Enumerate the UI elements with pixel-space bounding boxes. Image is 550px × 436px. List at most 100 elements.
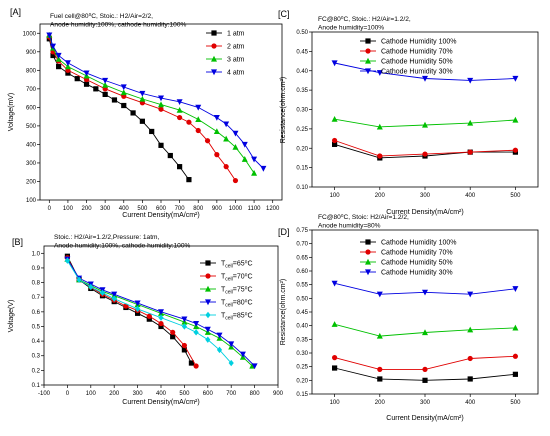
data-point bbox=[55, 56, 62, 62]
legend-marker bbox=[365, 269, 371, 276]
legend-label: Cathode Humidity 100% bbox=[381, 39, 457, 46]
y-tick-label: 0.20 bbox=[296, 146, 308, 152]
annotation-text: FC@80⁰C, Stoic: H2/Air=1.2/2, bbox=[318, 213, 409, 221]
y-tick-label: 300 bbox=[26, 161, 37, 167]
data-point bbox=[223, 135, 230, 142]
y-axis-title: Resistance(ohm.cm²) bbox=[280, 279, 287, 346]
data-point bbox=[422, 329, 428, 336]
data-point bbox=[158, 323, 164, 330]
data-point bbox=[331, 321, 338, 327]
data-point bbox=[56, 64, 62, 70]
y-tick-label: 0.7 bbox=[32, 295, 41, 301]
data-point bbox=[83, 70, 90, 77]
data-point bbox=[181, 347, 187, 353]
data-point bbox=[377, 366, 383, 372]
y-tick-label: 0.5 bbox=[32, 324, 41, 330]
y-tick-label: 100 bbox=[26, 198, 37, 204]
x-tick-label: 200 bbox=[82, 206, 93, 212]
data-point bbox=[111, 97, 118, 103]
legend: Cathode Humidity 100% Cathode Humidity 70… bbox=[360, 239, 457, 277]
x-tick-label: 1000 bbox=[229, 206, 243, 212]
legend-label: Cathode Humidity 70% bbox=[381, 250, 453, 257]
data-point bbox=[228, 341, 235, 348]
legend-label: Cathode Humidity 70% bbox=[381, 49, 453, 56]
data-point bbox=[158, 142, 164, 148]
data-point bbox=[376, 332, 383, 339]
y-tick-label: 0.45 bbox=[296, 310, 308, 316]
y-axis-title: Resistance(ohm.cm²) bbox=[280, 77, 287, 144]
data-point bbox=[177, 164, 183, 170]
y-tick-label: 900 bbox=[26, 50, 37, 56]
y-tick-label: 0.1 bbox=[32, 383, 41, 389]
x-tick-label: 400 bbox=[465, 400, 476, 406]
y-tick-label: 0.8 bbox=[32, 281, 41, 287]
x-tick-label: 600 bbox=[156, 206, 167, 212]
data-point bbox=[149, 128, 155, 135]
x-tick-label: 900 bbox=[212, 206, 223, 212]
data-point bbox=[130, 110, 136, 116]
data-point bbox=[158, 95, 164, 102]
data-point bbox=[376, 291, 383, 298]
data-point bbox=[102, 77, 109, 84]
series-1 bbox=[332, 353, 519, 372]
legend-label: Tcell=65⁰C bbox=[221, 260, 253, 270]
data-point bbox=[146, 316, 152, 322]
data-point bbox=[120, 84, 127, 91]
data-point bbox=[167, 152, 173, 159]
legend-marker bbox=[365, 38, 371, 44]
data-point bbox=[332, 141, 338, 147]
x-tick-label: 200 bbox=[375, 400, 386, 406]
y-tick-label: 0.30 bbox=[296, 108, 308, 114]
data-point bbox=[64, 60, 71, 67]
data-point bbox=[181, 316, 188, 323]
data-point bbox=[512, 116, 519, 123]
x-axis-title: Current Density(mA/cm²) bbox=[386, 415, 463, 422]
legend-marker bbox=[211, 30, 217, 36]
data-point bbox=[177, 114, 183, 121]
y-tick-label: 500 bbox=[26, 124, 37, 130]
legend-label: 2 atm bbox=[227, 44, 245, 51]
data-point bbox=[83, 81, 90, 87]
x-tick-label: 700 bbox=[226, 391, 237, 397]
data-point bbox=[232, 130, 239, 137]
series-3 bbox=[64, 256, 258, 370]
y-tick-label: 700 bbox=[26, 87, 37, 93]
data-point bbox=[260, 165, 267, 172]
annotation-text: Anode humidity=80% bbox=[318, 223, 381, 230]
data-point bbox=[158, 309, 164, 316]
y-tick-label: 0.10 bbox=[296, 185, 308, 191]
series-2 bbox=[46, 31, 258, 176]
data-point bbox=[139, 95, 146, 102]
legend-label: 3 atm bbox=[227, 57, 245, 64]
panel-label: [B] bbox=[12, 237, 23, 247]
x-tick-label: 100 bbox=[63, 206, 74, 212]
series-4 bbox=[64, 257, 234, 367]
data-point bbox=[46, 32, 53, 39]
data-point bbox=[93, 86, 99, 92]
data-point bbox=[422, 75, 428, 82]
y-tick-label: 0.45 bbox=[296, 49, 308, 55]
y-tick-label: 800 bbox=[26, 68, 37, 74]
data-point bbox=[223, 164, 229, 170]
data-point bbox=[139, 90, 146, 97]
data-point bbox=[121, 102, 127, 109]
data-point bbox=[512, 324, 519, 331]
series-line bbox=[48, 38, 190, 180]
x-tick-label: 1200 bbox=[266, 206, 280, 212]
data-point bbox=[55, 52, 62, 59]
data-point bbox=[512, 353, 519, 359]
data-point bbox=[232, 177, 239, 184]
x-tick-label: 300 bbox=[100, 206, 111, 212]
x-tick-label: 500 bbox=[510, 193, 521, 199]
data-point bbox=[376, 123, 383, 130]
y-tick-label: 0.3 bbox=[32, 354, 41, 360]
x-tick-label: 200 bbox=[109, 391, 120, 397]
x-tick-label: 500 bbox=[137, 206, 148, 212]
y-axis-title: Voltage(V) bbox=[8, 300, 15, 333]
y-tick-label: 0.35 bbox=[296, 337, 308, 343]
data-point bbox=[422, 151, 428, 157]
y-tick-label: 0.30 bbox=[296, 351, 308, 357]
data-point bbox=[251, 156, 258, 163]
data-point bbox=[512, 371, 518, 377]
data-point bbox=[65, 70, 71, 76]
